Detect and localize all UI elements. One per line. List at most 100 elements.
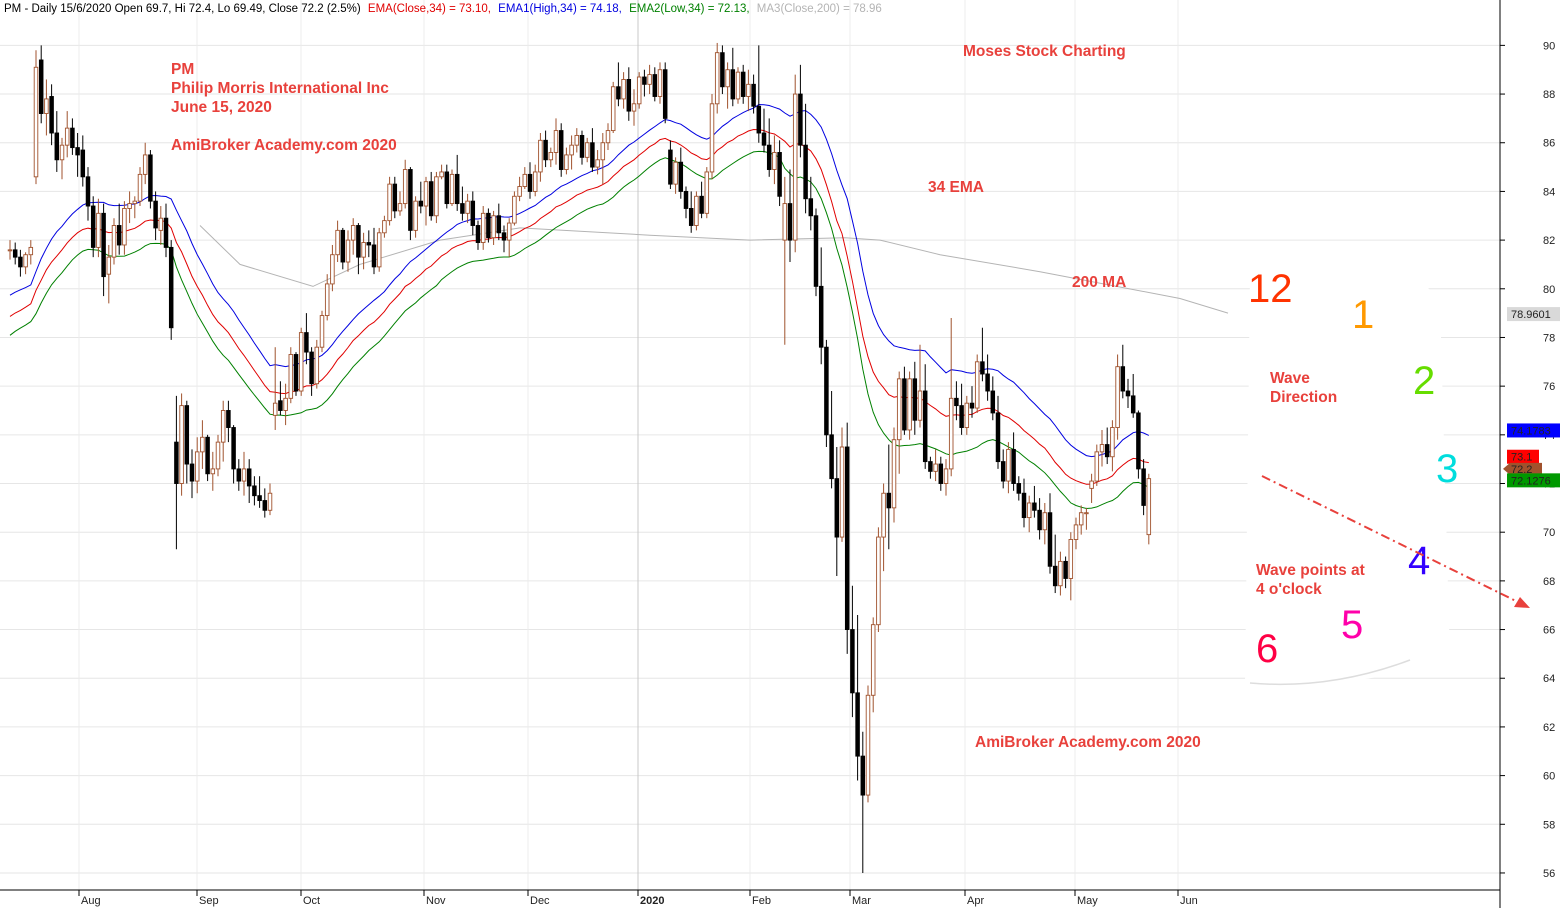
candle	[808, 176, 814, 231]
candle	[59, 137, 65, 180]
candle	[616, 62, 621, 107]
candle	[324, 274, 330, 321]
candle-body	[1037, 509, 1042, 531]
x-tick-label: Apr	[967, 895, 984, 907]
candle-body	[75, 147, 80, 156]
clock-number: 4	[1408, 539, 1430, 583]
candle	[184, 400, 190, 484]
annotation-company: Philip Morris International Inc	[171, 80, 389, 97]
candle	[985, 354, 990, 401]
candle	[262, 488, 268, 518]
candle	[142, 142, 148, 185]
candle-body	[829, 434, 834, 480]
candle	[1130, 373, 1136, 418]
candle	[1146, 473, 1152, 545]
candle	[725, 62, 730, 109]
y-tick-label: 62	[1543, 722, 1555, 734]
candle-body	[902, 378, 907, 431]
candle	[428, 171, 434, 221]
candle	[865, 685, 871, 803]
candle	[517, 176, 522, 202]
candle	[1125, 378, 1131, 409]
candle-body	[460, 203, 465, 214]
candle	[18, 249, 23, 277]
candle-body	[215, 441, 221, 470]
candle-body	[886, 492, 892, 509]
candle-body	[189, 463, 195, 482]
candle-body	[319, 315, 325, 348]
candle	[574, 128, 580, 153]
candle-body	[402, 169, 408, 205]
candle	[179, 393, 184, 496]
candle	[33, 50, 39, 185]
candle-body	[1016, 483, 1022, 494]
candle	[148, 150, 153, 209]
candle-body	[153, 200, 158, 229]
vertical-gridlines	[78, 0, 1179, 890]
candle-body	[1058, 560, 1063, 587]
candle-body	[278, 400, 283, 411]
candle-body	[740, 71, 746, 97]
candle-body	[335, 229, 340, 256]
candle-body	[246, 468, 252, 487]
candle-body	[257, 495, 262, 501]
candle	[298, 327, 304, 396]
header-ma3: MA3(Close,200) = 78.96	[757, 3, 882, 15]
candle-body	[475, 225, 481, 243]
candle	[1084, 507, 1089, 530]
candle	[194, 437, 200, 494]
header-ema: EMA(Close,34) = 73.10,	[368, 3, 491, 15]
candle	[402, 159, 408, 209]
candle-body	[376, 232, 382, 268]
candle-body	[626, 79, 632, 112]
candle	[387, 176, 392, 226]
candle	[933, 449, 938, 482]
candle-body	[1006, 448, 1011, 482]
candle-body	[876, 536, 881, 626]
candle-body	[792, 93, 798, 241]
candle	[896, 371, 902, 474]
candle-body	[798, 93, 803, 146]
header-prefix: PM - Daily 15/6/2020 Open 69.7, Hi 72.4,…	[4, 3, 361, 15]
candle	[1120, 344, 1126, 399]
ma200-line	[199, 225, 1229, 314]
candle	[870, 617, 876, 713]
candle-body	[813, 215, 819, 287]
candle-body	[652, 74, 658, 97]
y-tick-label: 56	[1543, 868, 1555, 880]
candle	[293, 352, 299, 396]
candle	[995, 395, 1001, 469]
candle	[657, 62, 663, 104]
candle-body	[148, 154, 153, 202]
candle	[782, 176, 788, 345]
candle-body	[907, 378, 912, 431]
candle	[1073, 517, 1079, 550]
candle-body	[1073, 524, 1079, 540]
candle	[917, 344, 923, 428]
candle-body	[1026, 502, 1032, 519]
candle	[335, 220, 340, 263]
candle	[777, 140, 782, 207]
candle-body	[730, 69, 736, 100]
candle-body	[564, 154, 569, 170]
candle-body	[1125, 390, 1131, 397]
candle-body	[49, 96, 54, 134]
candle-body	[361, 242, 366, 258]
candle-body	[1021, 492, 1027, 519]
candle-body	[283, 397, 288, 411]
candle-body	[491, 215, 496, 239]
candle	[704, 167, 710, 219]
x-tick-label: Dec	[530, 895, 550, 907]
y-tick-label: 78	[1543, 332, 1555, 344]
axis-value-tags: 78.9601 74.1783 73.172.272.1276	[1503, 307, 1560, 488]
annotation-wave-points: Wave points at	[1256, 562, 1365, 579]
candle-body	[59, 144, 65, 161]
candle	[699, 181, 704, 219]
candle-body	[860, 755, 866, 796]
candle	[886, 444, 892, 550]
candle	[954, 381, 959, 421]
clock-face	[1245, 271, 1450, 686]
candle	[590, 128, 595, 172]
candle-body	[756, 105, 762, 134]
candle	[28, 240, 34, 265]
